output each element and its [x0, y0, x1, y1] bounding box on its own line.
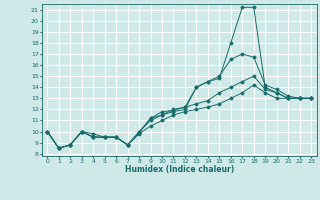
X-axis label: Humidex (Indice chaleur): Humidex (Indice chaleur): [124, 165, 234, 174]
